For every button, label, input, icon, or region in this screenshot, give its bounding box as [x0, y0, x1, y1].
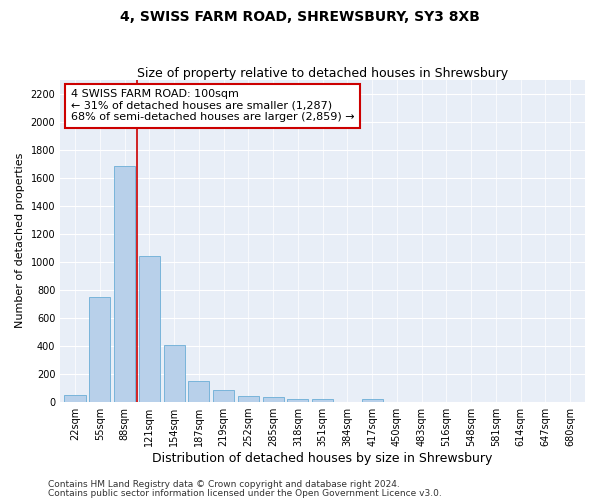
Bar	[287, 398, 308, 402]
Bar	[64, 395, 86, 402]
Bar	[139, 256, 160, 402]
X-axis label: Distribution of detached houses by size in Shrewsbury: Distribution of detached houses by size …	[152, 452, 493, 465]
Bar	[114, 166, 135, 402]
Text: Contains public sector information licensed under the Open Government Licence v3: Contains public sector information licen…	[48, 488, 442, 498]
Y-axis label: Number of detached properties: Number of detached properties	[15, 153, 25, 328]
Text: 4, SWISS FARM ROAD, SHREWSBURY, SY3 8XB: 4, SWISS FARM ROAD, SHREWSBURY, SY3 8XB	[120, 10, 480, 24]
Text: 4 SWISS FARM ROAD: 100sqm
← 31% of detached houses are smaller (1,287)
68% of se: 4 SWISS FARM ROAD: 100sqm ← 31% of detac…	[71, 89, 354, 122]
Bar	[188, 381, 209, 402]
Bar	[213, 390, 234, 402]
Bar	[238, 396, 259, 402]
Bar	[362, 400, 383, 402]
Bar	[312, 400, 333, 402]
Title: Size of property relative to detached houses in Shrewsbury: Size of property relative to detached ho…	[137, 66, 508, 80]
Text: Contains HM Land Registry data © Crown copyright and database right 2024.: Contains HM Land Registry data © Crown c…	[48, 480, 400, 489]
Bar	[89, 297, 110, 402]
Bar	[263, 397, 284, 402]
Bar	[164, 344, 185, 402]
